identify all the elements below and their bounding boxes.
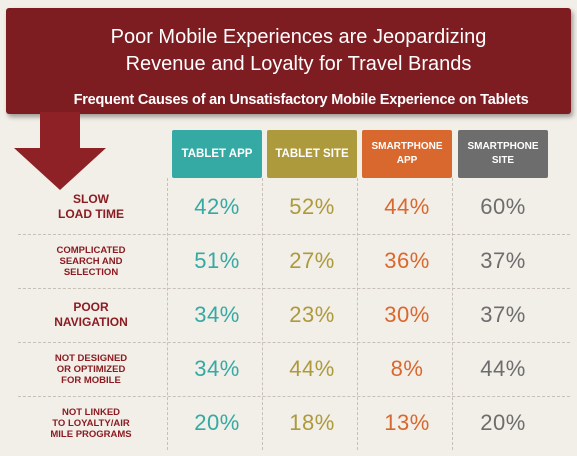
title-line-1: Poor Mobile Experiences are Jeopardizing <box>110 26 487 48</box>
column-divider <box>357 178 358 450</box>
row-label: COMPLICATED SEARCH AND SELECTION <box>56 244 126 278</box>
row-label: NOT LINKED TO LOYALTY/AIR MILE PROGRAMS <box>50 406 132 440</box>
row-divider <box>18 234 570 235</box>
title-banner: Poor Mobile Experiences are Jeopardizing… <box>6 8 571 114</box>
value-cell: 30% <box>384 302 430 327</box>
column-header-0: TABLET APP <box>172 130 262 178</box>
column-divider <box>452 178 453 450</box>
value-cell: 18% <box>289 410 335 435</box>
column-divider <box>167 178 168 450</box>
row-label: NOT DESIGNED OR OPTIMIZED FOR MOBILE <box>54 352 128 386</box>
chart-title: Poor Mobile Experiences are Jeopardizing… <box>26 24 571 78</box>
column-header-2: SMARTPHONE APP <box>362 130 452 178</box>
title-line-2: Revenue and Loyalty for Travel Brands <box>125 53 472 75</box>
value-cell: 36% <box>384 248 430 273</box>
value-cell: 23% <box>289 302 335 327</box>
row-divider <box>18 396 570 397</box>
value-cell: 13% <box>384 410 430 435</box>
value-cell: 60% <box>480 194 526 219</box>
value-cell: 51% <box>194 248 240 273</box>
row-divider <box>18 288 570 289</box>
value-cell: 44% <box>384 194 430 219</box>
value-cell: 20% <box>480 410 526 435</box>
value-cell: 27% <box>289 248 335 273</box>
value-cell: 8% <box>390 356 424 381</box>
value-cell: 34% <box>194 356 240 381</box>
value-cell: 37% <box>480 248 526 273</box>
row-divider <box>18 342 570 343</box>
column-divider <box>262 178 263 450</box>
value-cell: 37% <box>480 302 526 327</box>
chart-subtitle: Frequent Causes of an Unsatisfactory Mob… <box>73 92 529 108</box>
value-cell: 52% <box>289 194 335 219</box>
column-header-1: TABLET SITE <box>267 130 357 178</box>
value-cell: 34% <box>194 302 240 327</box>
row-label: SLOW LOAD TIME <box>58 192 124 221</box>
value-cell: 44% <box>480 356 526 381</box>
value-cell: 20% <box>194 410 240 435</box>
column-header-3: SMARTPHONE SITE <box>458 130 548 178</box>
row-label: POOR NAVIGATION <box>54 300 128 329</box>
value-cell: 44% <box>289 356 335 381</box>
value-cell: 42% <box>194 194 240 219</box>
